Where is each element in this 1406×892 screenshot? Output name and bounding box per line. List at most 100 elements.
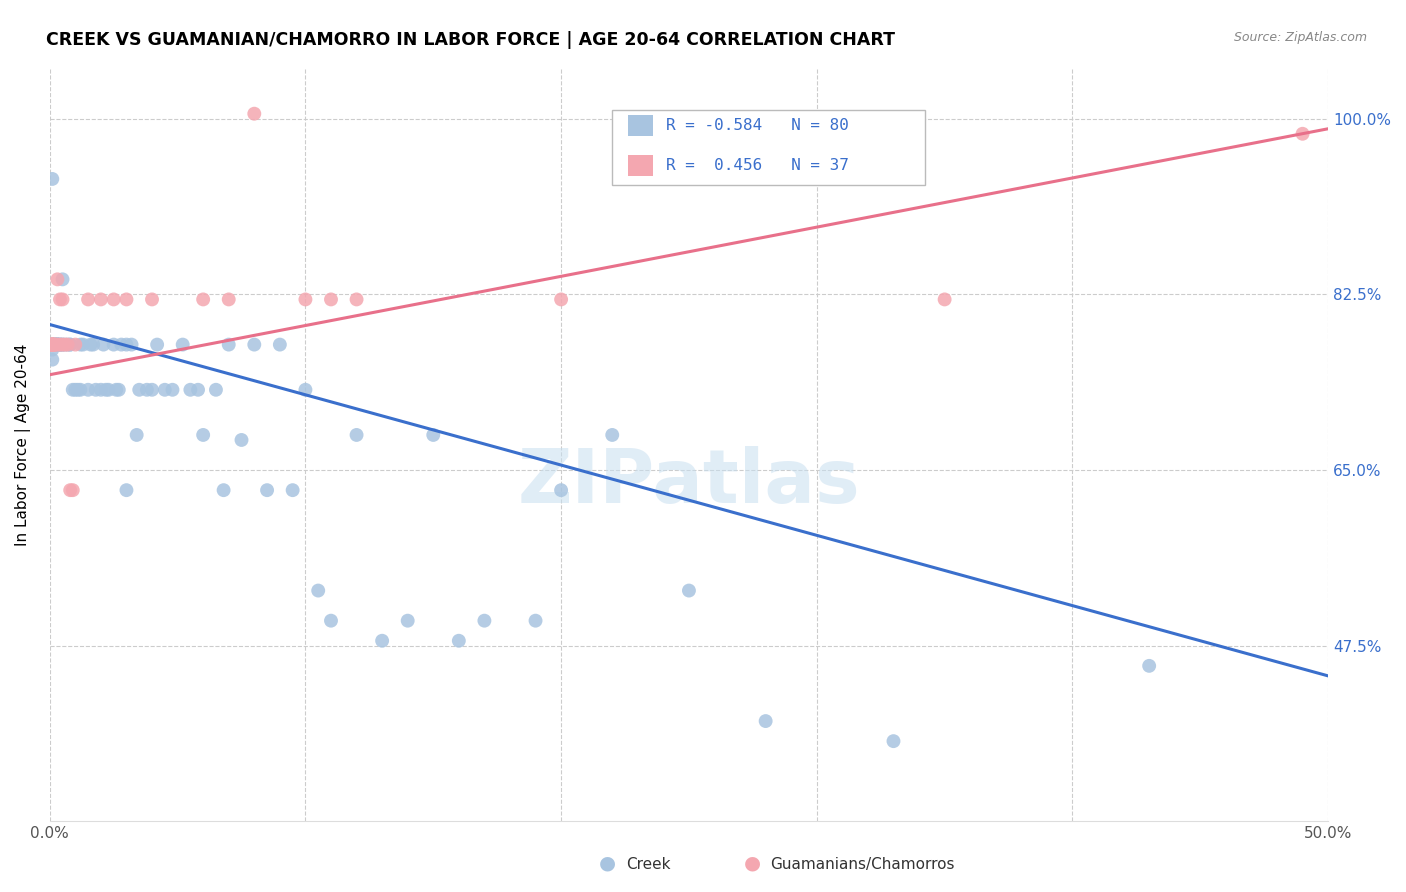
Point [141,383,163,397]
Point [44,337,66,351]
Point [49,337,72,351]
Point [51,337,73,351]
Point [41,337,63,351]
Point [172,337,194,351]
Point [256,483,278,498]
Text: R =  0.456   N = 37: R = 0.456 N = 37 [666,158,849,173]
Point [231,433,253,447]
Point [62,383,84,397]
Point [59,337,82,351]
Point [1291,127,1313,141]
Point [46,337,69,351]
Text: CREEK VS GUAMANIAN/CHAMORRO IN LABOR FORCE | AGE 20-64 CORRELATION CHART: CREEK VS GUAMANIAN/CHAMORRO IN LABOR FOR… [46,31,896,49]
Point [53,337,76,351]
Point [103,293,125,307]
Point [97,383,120,397]
Point [191,428,214,442]
Point [146,337,169,351]
Point [294,383,316,397]
Point [307,583,329,598]
Point [46,337,69,351]
Point [281,483,304,498]
Text: Source: ZipAtlas.com: Source: ZipAtlas.com [1233,31,1367,45]
Point [346,293,368,307]
Point [128,383,150,397]
Point [371,633,394,648]
Point [205,383,228,397]
Point [59,483,82,498]
Point [447,633,470,648]
Point [191,293,214,307]
Point [678,583,700,598]
Point [396,614,419,628]
Point [79,337,101,351]
Point [141,293,163,307]
Point [524,614,547,628]
Point [218,293,240,307]
Point [41,337,63,351]
Point [41,172,63,186]
Point [243,337,266,351]
Point [269,337,291,351]
Point [51,272,73,286]
Point [882,734,904,748]
Point [53,337,76,351]
Point [41,337,63,351]
Bar [612,110,925,186]
Point [474,614,496,628]
Point [41,352,63,367]
Point [51,293,73,307]
Point [110,337,132,351]
Y-axis label: In Labor Force | Age 20-64: In Labor Force | Age 20-64 [15,343,31,546]
Point [66,383,89,397]
Point [294,293,316,307]
Text: Guamanians/Chamorros: Guamanians/Chamorros [770,857,955,872]
Point [550,293,572,307]
Point [41,337,63,351]
Point [90,293,112,307]
Point [755,714,778,728]
Point [243,106,266,120]
Point [121,337,143,351]
Point [84,383,107,397]
Text: ZIPatlas: ZIPatlas [517,446,860,519]
Point [550,483,572,498]
Point [77,293,100,307]
Point [59,337,82,351]
Point [44,337,66,351]
Point [46,272,69,286]
Point [56,337,79,351]
Point [187,383,209,397]
Point [82,337,104,351]
Point [41,343,63,357]
Point [107,383,129,397]
Point [46,337,69,351]
Point [65,337,87,351]
Point [105,383,128,397]
Point [49,337,72,351]
Point [218,337,240,351]
Point [44,337,66,351]
Point [179,383,201,397]
Point [44,337,66,351]
Point [153,383,176,397]
Point [69,383,91,397]
Point [212,483,235,498]
Point [51,337,73,351]
Point [56,337,79,351]
Point [65,383,87,397]
Point [62,483,84,498]
Point [49,337,72,351]
Point [49,293,72,307]
Point [934,293,956,307]
Point [49,337,72,351]
Point [46,337,69,351]
Point [94,383,117,397]
Point [162,383,184,397]
Point [41,337,63,351]
Point [115,337,138,351]
Point [125,428,148,442]
Point [422,428,444,442]
Point [1137,658,1160,673]
Point [600,428,623,442]
